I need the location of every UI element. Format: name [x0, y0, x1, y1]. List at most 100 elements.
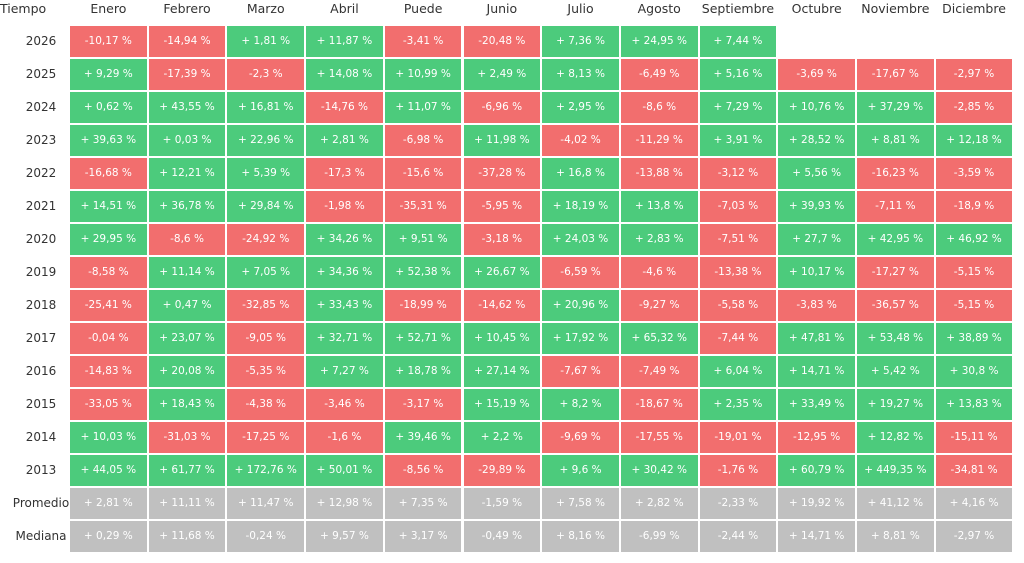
row-label: Mediana [15, 529, 67, 543]
summary-cell: + 9,57 % [306, 521, 383, 552]
return-cell: + 32,71 % [306, 323, 383, 354]
return-cell: + 39,46 % [384, 422, 462, 453]
column-header: Junio [486, 1, 518, 16]
return-cell: + 20,96 % [542, 290, 619, 321]
summary-cell: + 0,29 % [70, 521, 147, 552]
row-label: 2025 [25, 67, 57, 81]
summary-cell: + 11,11 % [148, 488, 226, 519]
return-cell: -13,38 % [699, 257, 777, 288]
summary-cell: + 4,16 % [935, 488, 1013, 519]
summary-cell: + 14,71 % [778, 521, 855, 552]
return-cell: + 18,19 % [542, 191, 619, 222]
return-cell: + 18,43 % [148, 389, 226, 420]
row-label: Promedio [12, 496, 70, 510]
summary-cell: + 2,82 % [620, 488, 698, 519]
return-cell: + 16,8 % [542, 158, 619, 189]
return-cell: + 39,63 % [70, 125, 147, 156]
column-header: Septiembre [701, 1, 775, 16]
return-cell: -2,85 % [935, 92, 1013, 123]
return-cell: + 19,27 % [857, 389, 934, 420]
return-cell: -5,58 % [699, 290, 777, 321]
return-cell: -2,3 % [227, 59, 305, 90]
return-cell: + 10,99 % [384, 59, 462, 90]
return-cell: + 1,81 % [227, 26, 305, 57]
return-cell: -9,27 % [620, 290, 698, 321]
column-header: Febrero [163, 1, 211, 16]
row-label: 2016 [25, 364, 57, 378]
summary-cell: + 2,81 % [70, 488, 147, 519]
return-cell: + 23,07 % [148, 323, 226, 354]
return-cell: + 12,21 % [148, 158, 226, 189]
return-cell: -13,88 % [620, 158, 698, 189]
return-cell: -19,01 % [699, 422, 777, 453]
return-cell: -15,6 % [384, 158, 462, 189]
return-cell: -6,49 % [620, 59, 698, 90]
return-cell: + 22,96 % [227, 125, 305, 156]
return-cell: -11,29 % [620, 125, 698, 156]
return-cell: + 44,05 % [70, 455, 147, 486]
return-cell: + 43,55 % [148, 92, 226, 123]
return-cell: + 0,47 % [148, 290, 226, 321]
summary-cell: + 3,17 % [384, 521, 462, 552]
summary-cell: -2,97 % [935, 521, 1013, 552]
return-cell: + 8,81 % [857, 125, 934, 156]
return-cell: -3,12 % [699, 158, 777, 189]
return-cell: + 11,87 % [306, 26, 383, 57]
return-cell: + 7,05 % [227, 257, 305, 288]
return-cell: -17,27 % [857, 257, 934, 288]
return-cell: + 2,95 % [542, 92, 619, 123]
return-cell: -25,41 % [70, 290, 147, 321]
return-cell: -8,58 % [70, 257, 147, 288]
column-header: Noviembre [861, 1, 930, 16]
return-cell: -14,62 % [463, 290, 541, 321]
return-cell: + 172,76 % [227, 455, 305, 486]
summary-cell: + 19,92 % [778, 488, 855, 519]
summary-cell: -0,49 % [463, 521, 541, 552]
return-cell: -15,11 % [935, 422, 1013, 453]
return-cell: + 12,18 % [935, 125, 1013, 156]
row-label: 2022 [25, 166, 57, 180]
column-header: Tiempo [0, 1, 47, 16]
return-cell: -16,68 % [70, 158, 147, 189]
row-label: 2026 [25, 34, 57, 48]
return-cell: -6,96 % [463, 92, 541, 123]
return-cell: -6,59 % [542, 257, 619, 288]
return-cell: + 449,35 % [857, 455, 934, 486]
return-cell: -1,6 % [306, 422, 383, 453]
return-cell: -18,99 % [384, 290, 462, 321]
return-cell: + 14,71 % [778, 356, 855, 387]
return-cell: -2,97 % [935, 59, 1013, 90]
return-cell: + 6,04 % [699, 356, 777, 387]
return-cell: -0,04 % [70, 323, 147, 354]
return-cell: -3,69 % [778, 59, 855, 90]
return-cell: -8,6 % [148, 224, 226, 255]
return-cell: + 33,43 % [306, 290, 383, 321]
return-cell: -3,46 % [306, 389, 383, 420]
row-label: 2024 [25, 100, 57, 114]
return-cell: + 5,42 % [857, 356, 934, 387]
return-cell: -3,59 % [935, 158, 1013, 189]
summary-cell: + 7,58 % [542, 488, 619, 519]
return-cell: + 27,7 % [778, 224, 855, 255]
return-cell: -35,31 % [384, 191, 462, 222]
return-cell: + 10,03 % [70, 422, 147, 453]
return-cell: -6,98 % [384, 125, 462, 156]
column-header: Puede [403, 1, 443, 16]
row-label: 2015 [25, 397, 57, 411]
summary-cell: -2,33 % [699, 488, 777, 519]
return-cell: -3,17 % [384, 389, 462, 420]
return-cell: + 3,91 % [699, 125, 777, 156]
return-cell: -8,6 % [620, 92, 698, 123]
summary-cell: -1,59 % [463, 488, 541, 519]
return-cell: + 11,07 % [384, 92, 462, 123]
return-cell: + 12,82 % [857, 422, 934, 453]
row-label: 2013 [25, 463, 57, 477]
return-cell: -14,94 % [148, 26, 226, 57]
return-cell: + 29,84 % [227, 191, 305, 222]
return-cell: + 28,52 % [778, 125, 855, 156]
return-cell: + 8,2 % [542, 389, 619, 420]
return-cell: -5,15 % [935, 257, 1013, 288]
return-cell: + 10,17 % [778, 257, 855, 288]
row-label: 2021 [25, 199, 57, 213]
column-header: Marzo [246, 1, 285, 16]
